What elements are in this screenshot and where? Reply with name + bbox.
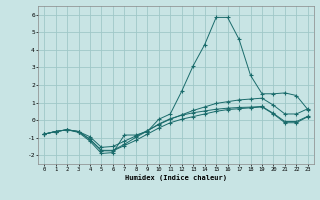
X-axis label: Humidex (Indice chaleur): Humidex (Indice chaleur) bbox=[125, 174, 227, 181]
